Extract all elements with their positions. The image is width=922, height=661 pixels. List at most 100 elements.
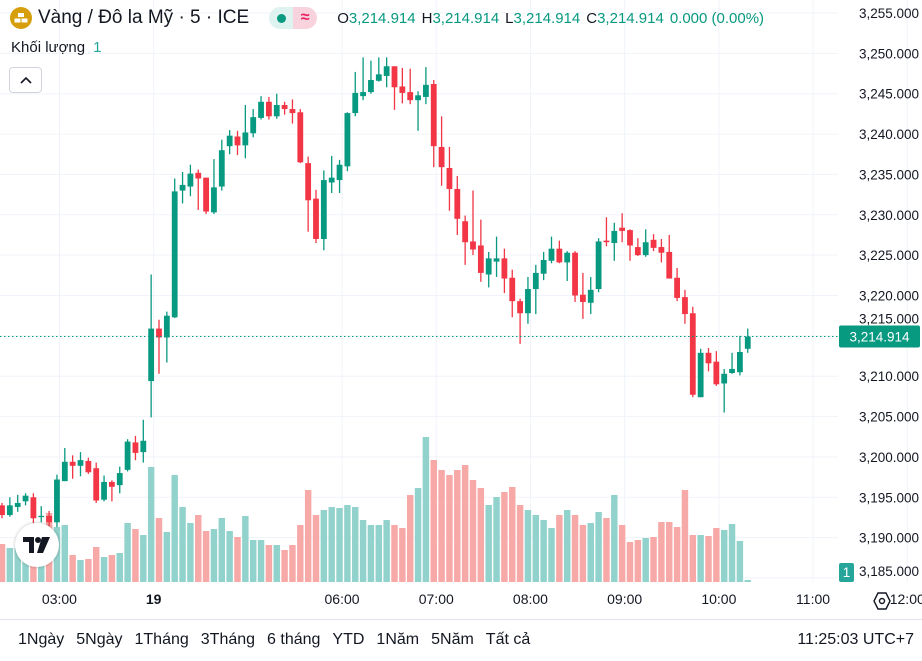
volume-bar [383, 520, 390, 582]
volume-bar [618, 525, 626, 582]
candle [729, 352, 735, 374]
candle [281, 101, 288, 115]
candle-body [0, 505, 5, 516]
chart-settings-icon[interactable] [872, 591, 892, 611]
price-tick-label: 3,230.000 [859, 208, 919, 223]
volume-bar [697, 535, 704, 582]
volume-bar [77, 560, 84, 582]
time-range-bar: 1Ngày 5Ngày 1Tháng 3Tháng 6 tháng YTD 1N… [12, 631, 536, 649]
range-5d-button[interactable]: 5Ngày [76, 631, 123, 648]
candle-body [289, 109, 296, 114]
candle-body [368, 79, 374, 93]
volume-bar [509, 487, 516, 582]
candle-body [313, 198, 319, 239]
candle-body [218, 150, 225, 187]
range-1d-button[interactable]: 1Ngày [18, 631, 65, 648]
high-value: 3,214.914 [432, 9, 500, 27]
volume-bar [375, 525, 383, 582]
candle [289, 99, 296, 124]
time-tick-label: 10:00 [701, 591, 737, 607]
collapse-legend-button[interactable] [9, 67, 42, 93]
range-1m-button[interactable]: 1Tháng [134, 631, 189, 648]
candle-body [116, 473, 123, 486]
candle [242, 105, 249, 159]
range-ytd-button[interactable]: YTD [332, 631, 365, 648]
volume-bar [312, 515, 320, 582]
candle-body [642, 242, 649, 256]
range-all-button[interactable]: Tất cả [485, 631, 531, 648]
volume-bar [501, 492, 508, 582]
candle-body [242, 132, 249, 146]
volume-bar [634, 540, 642, 582]
candle-body [101, 481, 107, 500]
candle-body [320, 180, 327, 239]
market-status-pill[interactable]: ≈ [269, 7, 318, 29]
close-label: C [586, 9, 598, 27]
candle [642, 229, 649, 257]
volume-bar [587, 523, 594, 582]
volume-bar [100, 557, 108, 582]
symbol-header: Vàng / Đô la Mỹ · 5 · ICE ≈ O3,214.914 H… [10, 6, 764, 30]
range-1y-button[interactable]: 1Năm [376, 631, 420, 648]
tradingview-logo[interactable] [15, 523, 59, 567]
volume-bar [359, 520, 367, 582]
candle-body [391, 66, 398, 88]
candle-body [171, 191, 178, 318]
candle-body [407, 92, 414, 101]
candle [156, 319, 162, 374]
candle [689, 306, 696, 398]
price-axis[interactable]: 3,255.000 3,250.000 3,245.000 3,240.000 3,23… [859, 6, 919, 579]
volume-bar [516, 505, 524, 582]
symbol-title[interactable]: Vàng / Đô la Mỹ · 5 · ICE [38, 7, 250, 28]
volume-bar [155, 518, 163, 582]
price-chart[interactable]: 3,214.914 1 3,255.0003,250.0003,245.0003,… [0, 0, 922, 582]
candle-body [556, 248, 563, 263]
volume-bar [289, 545, 296, 582]
volume-bar [728, 524, 736, 582]
timezone-clock[interactable]: 11:25:03 UTC+7 [797, 631, 914, 648]
candle [132, 435, 139, 461]
range-5y-button[interactable]: 5Năm [431, 631, 474, 648]
candle [163, 311, 170, 363]
candle [344, 112, 351, 172]
candle-body [179, 184, 186, 191]
candle-body [203, 177, 209, 212]
price-tick-label: 3,205.000 [859, 410, 919, 425]
candle [548, 236, 555, 264]
volume-bar [422, 437, 430, 582]
candle-body [737, 352, 743, 373]
volume-bar [611, 495, 618, 582]
candle [195, 169, 202, 210]
candle-body [85, 460, 92, 473]
volume-bar [187, 523, 194, 582]
volume-bar [658, 522, 665, 582]
candle [634, 238, 641, 256]
volume-bar [265, 545, 273, 582]
volume-bar [438, 470, 445, 582]
candle-body [375, 74, 382, 81]
range-6m-button[interactable]: 6 tháng [267, 631, 321, 648]
candle-body [266, 101, 272, 117]
volume-bar [92, 547, 100, 582]
candle [203, 177, 209, 214]
candle [30, 493, 37, 524]
price-tick-label: 3,255.000 [859, 6, 919, 21]
range-3m-button[interactable]: 3Tháng [200, 631, 256, 648]
volume-bar [666, 522, 673, 582]
volume-bar [320, 510, 328, 582]
volume-bar [218, 518, 226, 582]
volume-legend[interactable]: Khối lượng 1 [11, 39, 101, 56]
candle [336, 159, 343, 193]
volume-bar [563, 510, 571, 582]
price-tick-label: 3,215.000 [859, 312, 919, 327]
volume-value: 1 [93, 39, 102, 56]
candle-body [532, 272, 539, 290]
gold-symbol-icon [10, 7, 32, 29]
candle [525, 276, 531, 324]
time-tick-label: 03:00 [41, 591, 77, 607]
candle [470, 190, 476, 256]
volume-bar [116, 553, 123, 582]
volume-bar [524, 510, 532, 582]
volume-bar [195, 515, 202, 582]
volume-bar [281, 550, 288, 582]
